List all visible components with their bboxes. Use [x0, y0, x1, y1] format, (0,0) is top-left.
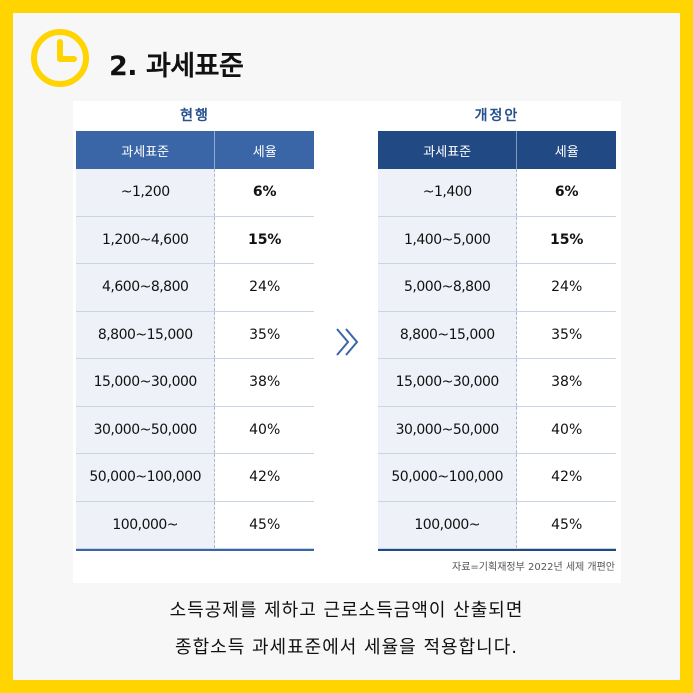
- current-table-header: 과세표준 세율: [76, 131, 314, 169]
- table-row: 50,000~100,000 42%: [76, 454, 314, 502]
- bracket-cell: 100,000~: [76, 501, 216, 548]
- header-rate: 세율: [252, 144, 277, 160]
- bracket-cell: 5,000~8,800: [378, 264, 518, 311]
- rate-cell: 45%: [215, 501, 314, 548]
- table-row: 1,400~5,000 15%: [378, 216, 616, 264]
- revised-tax-table: 개정안 과세표준 세율 ~1,400 6% 1,400~5,000 15% 5,00…: [378, 101, 616, 551]
- current-table-caption: 현행: [180, 108, 210, 124]
- bracket-cell: 4,600~8,800: [76, 264, 216, 311]
- bracket-cell: 15,000~30,000: [76, 359, 216, 406]
- bracket-cell: 30,000~50,000: [76, 406, 216, 453]
- description-line-2: 종합소득 과세표준에서 세율을 적용합니다.: [175, 637, 518, 658]
- table-row: 5,000~8,800 24%: [378, 264, 616, 312]
- current-tax-table: 현행 과세표준 세율 ~1,200 6% 1,200~4,600 15% 4,600…: [76, 101, 314, 551]
- rate-cell: 40%: [517, 406, 616, 453]
- revised-table-header: 과세표준 세율: [378, 131, 616, 169]
- bracket-cell: 15,000~30,000: [378, 359, 518, 406]
- rate-cell: 38%: [517, 359, 616, 406]
- table-bottom-rule: [76, 549, 314, 551]
- rate-cell: 35%: [215, 311, 314, 358]
- bracket-cell: 1,200~4,600: [76, 216, 216, 263]
- table-row: 100,000~ 45%: [76, 501, 314, 549]
- bracket-cell: 8,800~15,000: [76, 311, 216, 358]
- table-row: 100,000~ 45%: [378, 501, 616, 549]
- header-bracket: 과세표준: [76, 131, 216, 169]
- bracket-cell: 8,800~15,000: [378, 311, 518, 358]
- table-row: ~1,400 6%: [378, 169, 616, 217]
- table-row: 8,800~15,000 35%: [76, 311, 314, 359]
- rate-cell: 15%: [517, 216, 616, 263]
- bracket-cell: ~1,200: [76, 169, 216, 216]
- card-frame: 2. 과세표준 현행 과세표준 세율 ~1,200 6% 1,200~4,600 1…: [13, 13, 680, 680]
- rate-cell: 24%: [517, 264, 616, 311]
- rate-cell: 45%: [517, 501, 616, 548]
- bracket-cell: ~1,400: [378, 169, 518, 216]
- bracket-cell: 1,400~5,000: [378, 216, 518, 263]
- revised-table-caption: 개정안: [474, 108, 520, 124]
- table-row: ~1,200 6%: [76, 169, 314, 217]
- double-chevron-right-icon: [336, 328, 359, 356]
- bracket-cell: 50,000~100,000: [76, 454, 216, 501]
- table-row: 8,800~15,000 35%: [378, 311, 616, 359]
- header-rate: 세율: [554, 144, 579, 160]
- rate-cell: 6%: [517, 169, 616, 216]
- rate-cell: 42%: [517, 454, 616, 501]
- description-line-1: 소득공제를 제하고 근로소득금액이 산출되면: [169, 600, 524, 621]
- rate-cell: 15%: [215, 216, 314, 263]
- table-row: 15,000~30,000 38%: [378, 359, 616, 407]
- table-row: 1,200~4,600 15%: [76, 216, 314, 264]
- bracket-cell: 50,000~100,000: [378, 454, 518, 501]
- rate-cell: 24%: [215, 264, 314, 311]
- bracket-cell: 100,000~: [378, 501, 518, 548]
- rate-cell: 6%: [215, 169, 314, 216]
- table-row: 30,000~50,000 40%: [378, 406, 616, 454]
- rate-cell: 42%: [215, 454, 314, 501]
- header-bracket: 과세표준: [378, 131, 518, 169]
- table-bottom-rule: [378, 549, 616, 551]
- table-row: 30,000~50,000 40%: [76, 406, 314, 454]
- bracket-cell: 30,000~50,000: [378, 406, 518, 453]
- rate-cell: 38%: [215, 359, 314, 406]
- table-row: 4,600~8,800 24%: [76, 264, 314, 312]
- page-title: 2. 과세표준: [109, 51, 244, 82]
- table-row: 50,000~100,000 42%: [378, 454, 616, 502]
- table-row: 15,000~30,000 38%: [76, 359, 314, 407]
- clock-icon: [31, 29, 89, 87]
- rate-cell: 35%: [517, 311, 616, 358]
- source-note: 자료=기획재정부 2022년 세제 개편안: [452, 562, 615, 573]
- tax-comparison-panel: 현행 과세표준 세율 ~1,200 6% 1,200~4,600 15% 4,600…: [73, 101, 621, 583]
- rate-cell: 40%: [215, 406, 314, 453]
